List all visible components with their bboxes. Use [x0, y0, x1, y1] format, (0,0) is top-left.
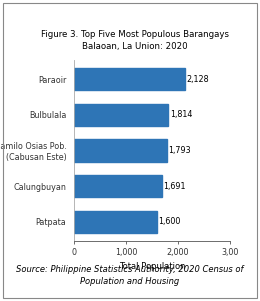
Text: Figure 3. Top Five Most Populous Barangays
Balaoan, La Union: 2020: Figure 3. Top Five Most Populous Baranga… [41, 30, 229, 51]
X-axis label: Total Population: Total Population [119, 262, 185, 271]
Bar [74, 68, 185, 90]
Bar [74, 211, 157, 233]
Text: 1,814: 1,814 [170, 110, 192, 119]
Text: 2,128: 2,128 [186, 75, 209, 84]
Bar [74, 175, 162, 197]
Text: 1,793: 1,793 [169, 146, 191, 155]
Text: 1,600: 1,600 [159, 217, 181, 226]
Text: 1,691: 1,691 [163, 182, 186, 191]
Text: Source: Philippine Statistics Authority, 2020 Census of
Population and Housing: Source: Philippine Statistics Authority,… [16, 265, 244, 286]
Bar [74, 104, 168, 126]
Bar [74, 139, 167, 162]
